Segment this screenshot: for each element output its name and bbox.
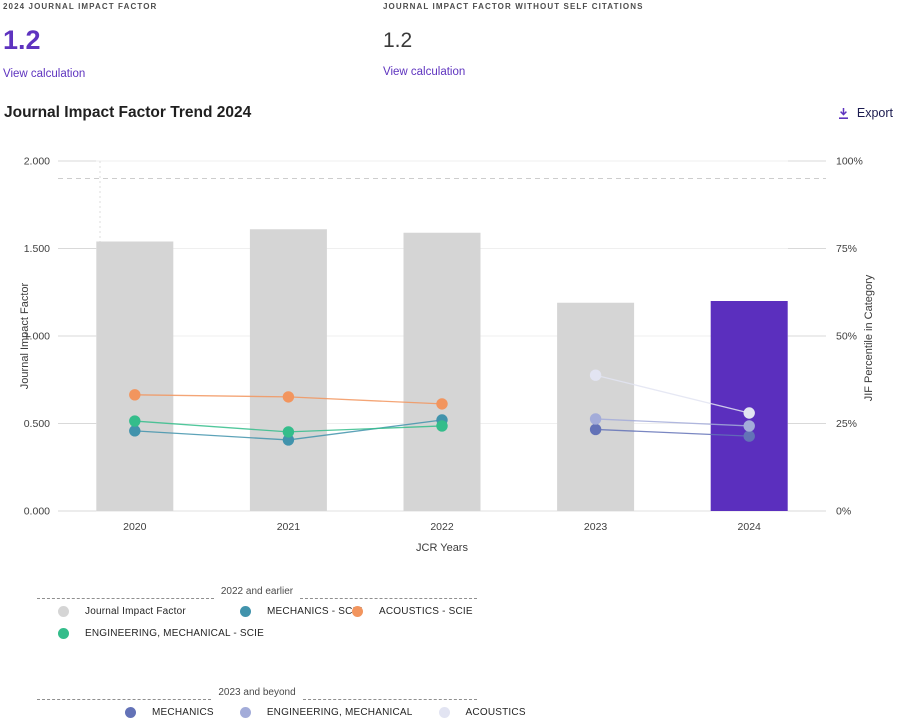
y2-axis-tick-label: 25% <box>836 418 857 430</box>
legend-item-acoustics-scie[interactable]: ACOUSTICS - SCIE <box>352 606 473 617</box>
chart-canvas: 0.000 0% 0.500 25% 1.000 50% 1.500 75% 2.000 100%… <box>19 156 875 555</box>
legend-item-engineering-mechanical[interactable]: ENGINEERING, MECHANICAL <box>239 707 413 718</box>
legend-item-label: ENGINEERING, MECHANICAL - SCIE <box>85 628 264 639</box>
y-axis-tick-label: 0.000 <box>24 506 50 518</box>
export-button[interactable]: Export <box>837 106 893 120</box>
bar-2021[interactable] <box>249 229 327 511</box>
y2-axis-tick-label: 0% <box>836 506 851 518</box>
legend-divider <box>37 587 214 599</box>
legend-header: 2023 and beyond <box>37 686 478 700</box>
y-axis-tick-label: 1.500 <box>24 243 50 255</box>
legend-dot-icon <box>58 606 69 617</box>
x-axis-title: JCR Years <box>416 542 468 554</box>
dot-engineering-mechanical-2023[interactable] <box>589 413 602 425</box>
x-axis-tick-label-2021: 2021 <box>277 521 301 533</box>
bar-2022[interactable] <box>403 232 481 511</box>
bar-2020[interactable] <box>96 241 174 512</box>
y2-axis-title: JIF Percentile in Category <box>863 274 875 401</box>
legend-dot-icon <box>240 606 251 617</box>
metrics-section: 2024 JOURNAL IMPACT FACTOR 1.2 View calc… <box>0 0 897 96</box>
legend-title: 2023 and beyond <box>218 687 296 698</box>
metric-card-jif: 2024 JOURNAL IMPACT FACTOR 1.2 View calc… <box>3 2 157 82</box>
view-calculation-link[interactable]: View calculation <box>383 66 466 78</box>
y2-axis-tick-label: 75% <box>836 243 857 255</box>
legend-item-engineering-mechanical-scie[interactable]: ENGINEERING, MECHANICAL - SCIE <box>58 628 264 639</box>
metric-card-jif-no-self-citations: JOURNAL IMPACT FACTOR WITHOUT SELF CITAT… <box>383 2 644 80</box>
x-axis-tick-label-2020: 2020 <box>123 521 147 533</box>
y-axis-tick-label: 0.500 <box>24 418 50 430</box>
legend-divider <box>300 587 477 599</box>
legend-header: 2022 and earlier <box>37 585 477 599</box>
metric-label: 2024 JOURNAL IMPACT FACTOR <box>3 2 158 11</box>
bar-2023[interactable] <box>557 302 635 511</box>
dot-engineering-mechanical-scie-2022[interactable] <box>436 420 448 432</box>
dot-mechanics-scie-2021[interactable] <box>282 434 295 446</box>
legend-2023-and-beyond: 2023 and beyond MECHANICS ENGINEERING, M… <box>37 686 525 718</box>
view-calculation-link[interactable]: View calculation <box>3 68 86 80</box>
dot-acoustics-2023[interactable] <box>589 369 602 381</box>
dot-engineering-mechanical-2024[interactable] <box>743 420 755 432</box>
line-engineering-mechanical <box>595 418 750 427</box>
dot-acoustics-scie-2022[interactable] <box>436 398 448 410</box>
y-axis-title: Journal Impact Factor <box>19 282 31 389</box>
legend-item-journal-impact-factor[interactable]: Journal Impact Factor <box>58 606 240 617</box>
legend-item-label: Journal Impact Factor <box>85 606 186 617</box>
x-axis-tick-label-2023: 2023 <box>584 521 608 533</box>
page-title: Journal Impact Factor Trend 2024 <box>4 104 252 121</box>
download-icon <box>838 107 848 119</box>
y-axis-tick-label: 2.000 <box>24 156 50 168</box>
y2-axis-tick-label: 50% <box>836 331 857 343</box>
dot-mechanics-2024[interactable] <box>743 430 755 442</box>
dot-acoustics-2024[interactable] <box>743 407 755 419</box>
x-axis-tick-label-2022: 2022 <box>430 521 454 533</box>
legend-item-label: MECHANICS - SCIE <box>267 606 363 617</box>
legend-item-acoustics[interactable]: ACOUSTICS <box>438 707 526 718</box>
legend-dot-icon <box>438 707 450 718</box>
metric-value: 1.2 <box>383 29 413 52</box>
bar-2024[interactable] <box>710 301 788 511</box>
legend-dot-icon <box>125 707 136 718</box>
dot-engineering-mechanical-scie-2021[interactable] <box>282 426 295 438</box>
dot-mechanics-2023[interactable] <box>589 423 602 436</box>
line-acoustics <box>595 374 750 414</box>
x-axis-tick-label-2024: 2024 <box>738 521 762 533</box>
y2-axis-tick-label: 100% <box>836 156 863 168</box>
jif-trend-chart: 0.000 0% 0.500 25% 1.000 50% 1.500 75% 2.000 100%… <box>0 138 897 565</box>
legend-dot-icon <box>239 707 251 718</box>
dot-engineering-mechanical-scie-2020[interactable] <box>129 415 141 427</box>
legend-title: 2022 and earlier <box>220 586 294 597</box>
legend-item-label: MECHANICS <box>152 707 214 718</box>
legend-divider <box>302 688 478 700</box>
legend-item-label: ACOUSTICS <box>465 707 526 718</box>
legend-item-mechanics-scie[interactable]: MECHANICS - SCIE <box>240 606 362 617</box>
export-label: Export <box>856 106 893 120</box>
legend-item-label: ACOUSTICS - SCIE <box>379 606 473 617</box>
legend-dot-icon <box>58 628 69 639</box>
legend-divider <box>37 688 212 700</box>
metric-label: JOURNAL IMPACT FACTOR WITHOUT SELF CITAT… <box>383 2 644 11</box>
legend-2022-and-earlier: 2022 and earlier Journal Impact Factor M… <box>37 585 477 639</box>
dot-acoustics-scie-2021[interactable] <box>282 391 295 403</box>
trend-header: Journal Impact Factor Trend 2024 Export <box>0 96 897 138</box>
dot-acoustics-scie-2020[interactable] <box>129 389 141 401</box>
line-mechanics <box>595 428 750 437</box>
legend-item-label: ENGINEERING, MECHANICAL <box>266 707 413 718</box>
metric-value: 1.2 <box>3 25 41 55</box>
legend-dot-icon <box>352 606 363 617</box>
dot-mechanics-scie-2020[interactable] <box>129 425 141 437</box>
legend-item-mechanics[interactable]: MECHANICS <box>125 707 214 718</box>
y-axis-tick-label: 1.000 <box>24 331 50 343</box>
